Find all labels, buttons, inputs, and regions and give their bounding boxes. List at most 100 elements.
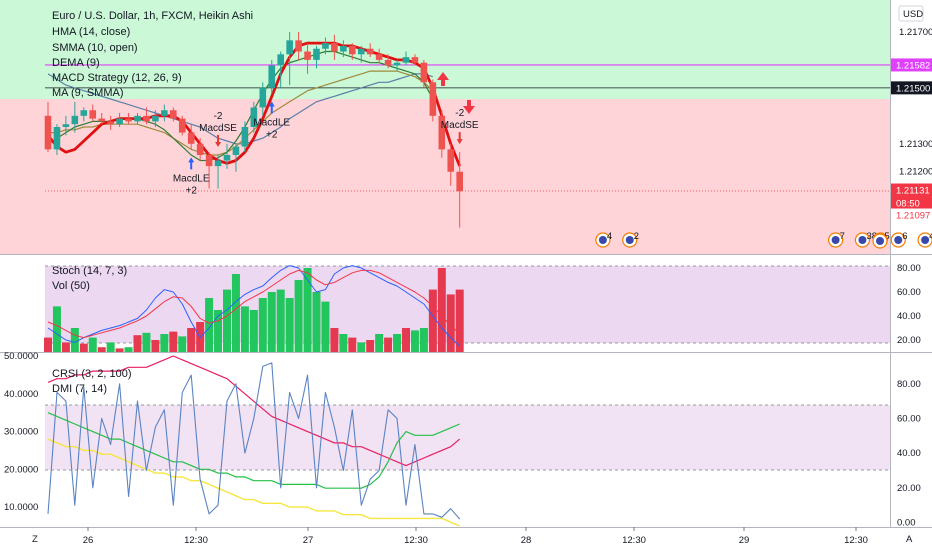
volume-bar xyxy=(294,280,303,352)
volume-bar xyxy=(79,343,88,352)
volume-bar xyxy=(419,328,428,352)
currency-label: USD xyxy=(903,9,923,20)
volume-bar xyxy=(240,306,249,352)
candle xyxy=(134,113,141,125)
candle xyxy=(357,45,365,63)
volume-bar xyxy=(44,337,52,352)
price-tag: 08:50 xyxy=(891,196,932,210)
signal-label: MacdLE xyxy=(173,173,210,184)
candle xyxy=(178,115,186,136)
price-tag: 1.21582 xyxy=(891,58,932,72)
candle xyxy=(250,101,258,133)
auto-scale-button[interactable]: A xyxy=(906,534,913,545)
candle xyxy=(420,59,428,88)
volume-bar xyxy=(285,298,294,352)
legend-dmi[interactable]: DMI (7, 14) xyxy=(52,383,107,395)
legend-crsi[interactable]: CRSI (3, 2, 100) xyxy=(52,368,131,380)
volume-bar xyxy=(142,332,151,352)
event-badge[interactable]: 6 xyxy=(890,231,908,248)
time-tick: 26 xyxy=(83,535,94,546)
candle-body xyxy=(357,48,365,55)
crsi-band xyxy=(45,405,890,470)
candle xyxy=(313,45,320,69)
candle-body xyxy=(268,65,276,88)
candle xyxy=(295,31,302,60)
currency-button[interactable] xyxy=(898,5,924,22)
signal-se: MacdSE-2 xyxy=(441,108,479,145)
legend-ma[interactable]: MA (9, SMMA) xyxy=(52,87,124,99)
dmi-tick: 20.0000 xyxy=(4,464,38,475)
candle xyxy=(429,79,437,122)
volume-bar xyxy=(375,334,384,352)
candle xyxy=(331,34,338,60)
stoch-d-line xyxy=(47,269,461,339)
volume-bar xyxy=(357,342,366,352)
candle xyxy=(340,40,347,58)
candle-body xyxy=(340,45,347,52)
price-tick: 1.21200 xyxy=(899,167,932,178)
candle-body xyxy=(313,48,320,60)
time-tick: 28 xyxy=(521,535,532,546)
badge-count: 5 xyxy=(884,231,889,242)
legend-smma[interactable]: SMMA (10, open) xyxy=(52,42,138,54)
minus-di-line xyxy=(47,438,460,527)
legend-macd-strategy[interactable]: MACD Strategy (12, 26, 9) xyxy=(52,72,182,84)
volume-bar xyxy=(428,289,437,352)
price-tick: 1.21700 xyxy=(899,27,932,38)
candle xyxy=(375,48,383,63)
flag-inner xyxy=(625,236,634,244)
candle-body xyxy=(259,87,267,108)
flag-inner xyxy=(598,236,607,244)
candle-body xyxy=(125,118,132,122)
volume-bar xyxy=(348,337,357,352)
price-tag-bg xyxy=(891,81,932,95)
legend-hma[interactable]: HMA (14, close) xyxy=(52,26,130,38)
candle-body xyxy=(295,40,302,52)
event-badge[interactable]: 4 xyxy=(917,231,932,248)
price-tick: 1.21300 xyxy=(899,139,932,150)
candle-body xyxy=(366,48,374,55)
event-badge[interactable] xyxy=(872,233,888,249)
volume-bar xyxy=(366,340,375,352)
price-tag: 1.21131 xyxy=(891,183,932,197)
price-tag-bg xyxy=(891,196,932,210)
candle-body xyxy=(322,43,329,49)
candle xyxy=(44,101,52,153)
event-badge[interactable]: 4 xyxy=(595,231,612,248)
candle-body xyxy=(143,115,150,122)
candle-body xyxy=(447,149,455,172)
event-badge[interactable]: 38 xyxy=(854,231,877,248)
candle-body xyxy=(420,62,428,83)
candle-body xyxy=(187,132,195,144)
down-arrow-icon xyxy=(463,100,475,114)
time-tick: 27 xyxy=(303,535,314,546)
flag-inner xyxy=(831,236,840,244)
crsi-tick: 20.00 xyxy=(897,483,921,494)
volume-bar xyxy=(52,306,61,352)
smma-line xyxy=(47,73,433,145)
zoom-reset-button[interactable]: Z xyxy=(32,534,38,545)
legend-vol[interactable]: Vol (50) xyxy=(52,280,90,292)
legend-stoch[interactable]: Stoch (14, 7, 3) xyxy=(52,265,127,277)
event-badge[interactable]: 7 xyxy=(827,231,845,248)
price-tag-label: 1.21582 xyxy=(896,60,930,71)
legend-dema[interactable]: DEMA (9) xyxy=(52,57,100,69)
candle xyxy=(322,37,329,55)
time-tick: 12:30 xyxy=(404,535,428,546)
candle-body xyxy=(250,107,258,127)
candle xyxy=(232,143,240,172)
long-entry-arrow-icon xyxy=(188,157,195,170)
signal-qty: +2 xyxy=(266,129,278,140)
badge-count: 4 xyxy=(607,231,612,242)
candle xyxy=(196,138,204,161)
candle xyxy=(89,104,97,122)
candle xyxy=(187,124,195,150)
volume-bar xyxy=(437,268,446,352)
volume-bar xyxy=(97,347,106,352)
volume-bar xyxy=(160,334,169,352)
price-tag-label: 1.21500 xyxy=(896,83,930,94)
candle xyxy=(62,115,70,136)
event-badge[interactable]: 2 xyxy=(622,231,639,248)
candle xyxy=(304,43,311,74)
